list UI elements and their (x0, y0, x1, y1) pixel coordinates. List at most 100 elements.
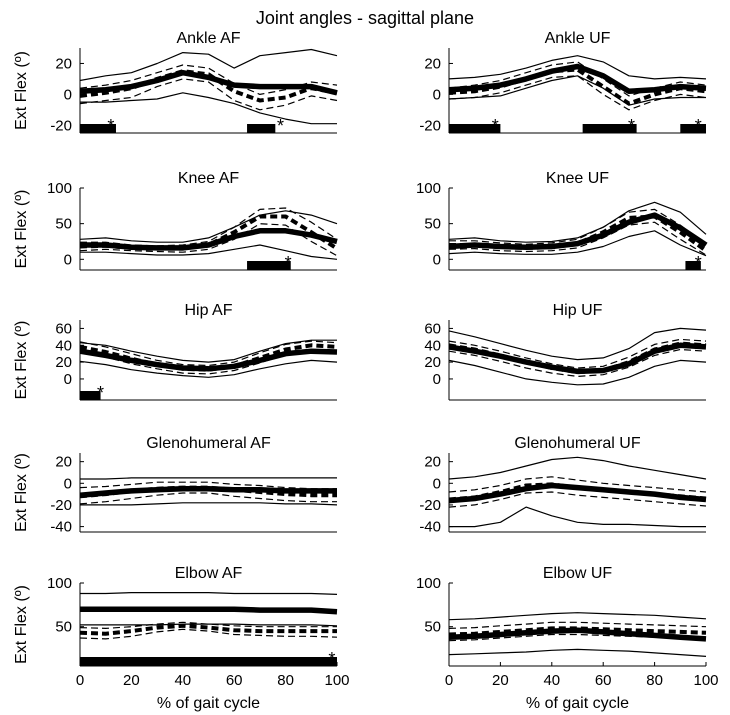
series-line (79, 621, 337, 630)
series-line (79, 492, 337, 505)
x-tick-label: 80 (277, 672, 294, 689)
y-tick-label: 0 (433, 251, 441, 268)
series-line (79, 214, 339, 251)
y-axis-label: Ext Flex (º) (13, 190, 30, 269)
series-line (80, 92, 337, 125)
x-axis-label: % of gait cycle (526, 695, 629, 712)
series-line (80, 207, 338, 247)
series-line (448, 63, 707, 95)
x-tick-label: 20 (492, 672, 509, 689)
x-tick-label: 60 (226, 672, 243, 689)
series-line (448, 627, 707, 642)
series-line (448, 341, 707, 375)
x-tick-label: 100 (324, 672, 349, 689)
series-line (79, 628, 338, 640)
x-axis-label: % of gait cycle (157, 695, 260, 712)
significance-bar (80, 391, 101, 400)
significance-marker: * (107, 116, 114, 136)
chart-title: Ankle AF (176, 30, 240, 47)
series-line (449, 506, 706, 528)
series-line (448, 359, 707, 386)
significance-bar (247, 124, 276, 133)
chart-panel: Knee AF 0 50 100 Ext Flex (º) * (13, 170, 339, 273)
series-line (448, 482, 707, 504)
series-line (79, 348, 338, 372)
chart-title: Glenohumeral AF (146, 435, 271, 452)
series-line (80, 502, 338, 506)
significance-bar (685, 261, 701, 270)
significance-bar (582, 124, 637, 133)
x-tick-label: 40 (543, 672, 560, 689)
x-tick-label: 100 (693, 672, 718, 689)
series-line (448, 612, 707, 621)
significance-marker: * (695, 116, 702, 136)
series-line (448, 212, 708, 250)
significance-marker: * (277, 116, 284, 136)
series-line (79, 64, 338, 96)
y-tick-label: 20 (424, 454, 441, 471)
chart-title: Ankle UF (545, 30, 611, 47)
y-axis-label: Ext Flex (º) (13, 585, 30, 664)
series-line (80, 228, 338, 251)
significance-bar (80, 657, 337, 666)
chart-title: Knee UF (546, 170, 609, 187)
series-line (448, 626, 707, 637)
series-line (79, 339, 337, 363)
series-line (448, 633, 707, 642)
chart-panel: Elbow AF 50 100 0 20 40 60 80 100 Ext Flex (º) % o… (13, 565, 350, 712)
y-tick-label: 0 (64, 251, 72, 268)
series-line (448, 230, 707, 257)
series-line (448, 221, 707, 256)
y-tick-label: -20 (50, 117, 72, 134)
significance-bar (449, 124, 501, 133)
y-tick-label: 50 (424, 619, 441, 636)
chart-title: Glenohumeral UF (514, 435, 641, 452)
series-line (80, 477, 337, 480)
significance-bar (247, 261, 291, 270)
series-line (80, 591, 338, 595)
figure-title: Joint angles - sagittal plane (256, 8, 474, 28)
y-tick-label: 50 (55, 619, 72, 636)
y-tick-label: 20 (55, 354, 72, 371)
series-line (79, 359, 338, 378)
y-tick-label: 40 (424, 337, 441, 354)
chart-panel: Knee UF 0 50 100 * (416, 170, 708, 273)
x-tick-label: 20 (123, 672, 140, 689)
series-line (448, 648, 707, 657)
y-tick-label: 20 (55, 55, 72, 72)
y-tick-label: 20 (424, 354, 441, 371)
y-tick-label: 0 (433, 475, 441, 492)
y-tick-label: 60 (424, 320, 441, 337)
significance-bar (80, 124, 116, 133)
y-tick-label: 0 (433, 371, 441, 388)
series-line (448, 55, 707, 80)
series-line (448, 456, 707, 480)
x-tick-label: 60 (595, 672, 612, 689)
y-tick-label: 40 (55, 337, 72, 354)
series-line (79, 78, 338, 111)
significance-marker: * (285, 253, 292, 273)
y-tick-label: -40 (50, 519, 72, 536)
chart-title: Hip AF (184, 302, 232, 319)
series-line (79, 69, 338, 103)
significance-marker: * (492, 116, 499, 136)
y-tick-label: 60 (55, 320, 72, 337)
series-line (448, 338, 707, 369)
y-tick-label: 0 (64, 475, 72, 492)
series-line (79, 485, 337, 499)
series-line (448, 621, 707, 629)
series-line (80, 244, 338, 260)
chart-panel: Glenohumeral AF -40 -20 0 20 Ext Flex (º) (13, 435, 338, 536)
y-tick-label: 20 (424, 55, 441, 72)
chart-panel: Ankle UF -20 0 20 * * * (419, 30, 707, 136)
series-line (79, 623, 337, 636)
significance-marker: * (695, 253, 702, 273)
series-line (79, 485, 337, 498)
y-tick-label: -20 (419, 117, 441, 134)
significance-marker: * (328, 649, 335, 669)
series-line (80, 623, 338, 627)
series-line (448, 327, 707, 361)
